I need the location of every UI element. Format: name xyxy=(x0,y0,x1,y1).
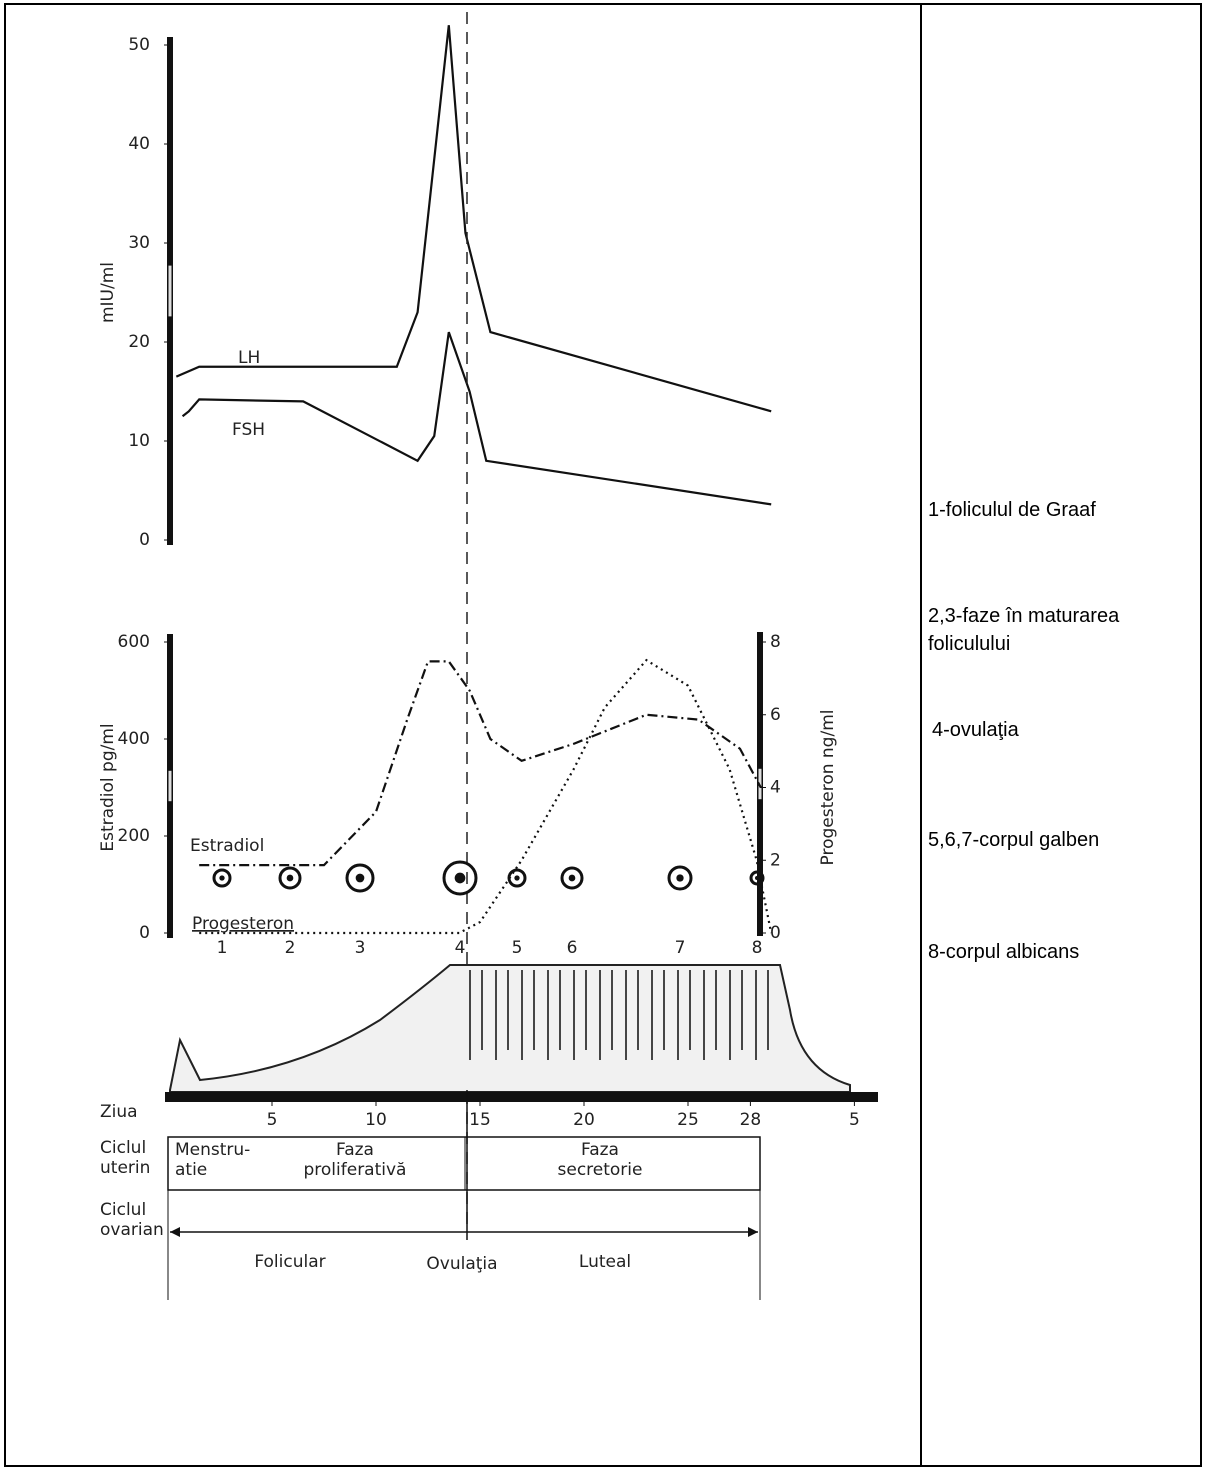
x-tick-label: 25 xyxy=(677,1110,699,1130)
series-label: FSH xyxy=(232,420,265,440)
x-tick-label: 15 xyxy=(469,1110,491,1130)
y-tick-label: 40 xyxy=(128,134,150,154)
y2-tick-label: 6 xyxy=(770,705,781,725)
series-label: Progesteron xyxy=(192,914,294,934)
y2-tick-label: 8 xyxy=(770,632,781,652)
follicle xyxy=(278,866,302,890)
y2-tick-label: 4 xyxy=(770,778,781,798)
gland xyxy=(755,970,769,1060)
y-tick-label: 10 xyxy=(128,431,150,451)
follicle-label: 5 xyxy=(512,938,523,958)
gland xyxy=(625,970,639,1060)
gland xyxy=(703,970,717,1060)
day-axis-bar xyxy=(165,1092,878,1102)
uterine-box xyxy=(167,1136,761,1191)
follicle xyxy=(442,860,478,896)
cycle-text: ovarian xyxy=(100,1220,164,1240)
follicle-label: 7 xyxy=(675,938,686,958)
y-tick-label: 600 xyxy=(118,632,150,652)
follicle-core xyxy=(454,872,466,884)
follicle-label: 3 xyxy=(355,938,366,958)
cycle-text: proliferativă xyxy=(304,1160,407,1180)
follicle-core xyxy=(676,874,684,882)
gland xyxy=(521,970,535,1060)
y2-tick-label: 2 xyxy=(770,850,781,870)
x-tick-label: 5 xyxy=(849,1110,860,1130)
follicle-label: 2 xyxy=(285,938,296,958)
legend-item: 5,6,7-corpul galben xyxy=(928,829,1100,851)
y2-tick-label: 0 xyxy=(770,923,781,943)
y-tick-label: 400 xyxy=(118,729,150,749)
ovarian-phase: Ovulaţia xyxy=(426,1254,497,1274)
cycle-text: Menstru- xyxy=(175,1140,250,1160)
axis-bar-light xyxy=(168,770,172,802)
legend-item: 2,3-faze în maturarea foliculului xyxy=(928,605,1120,655)
cycle-text: Ciclul xyxy=(100,1138,146,1158)
follicle-label: 6 xyxy=(567,938,578,958)
table xyxy=(4,3,1202,1467)
y-tick-label: 0 xyxy=(139,923,150,943)
x-tick-label: 28 xyxy=(740,1110,762,1130)
follicle-core xyxy=(514,875,520,881)
legend-item: 1-foliculul de Graaf xyxy=(928,499,1096,521)
x-tick-label: 10 xyxy=(365,1110,387,1130)
y-tick-label: 20 xyxy=(128,332,150,352)
series-line xyxy=(175,25,772,413)
follicle xyxy=(667,865,693,891)
series-label: Estradiol xyxy=(190,836,264,856)
gland xyxy=(651,970,665,1060)
x-tick-label: 5 xyxy=(267,1110,278,1130)
series-line xyxy=(181,331,772,506)
gland xyxy=(573,970,587,1060)
column-divider xyxy=(920,5,922,1465)
follicle xyxy=(345,863,375,893)
follicle-core xyxy=(355,873,365,883)
follicle-core xyxy=(755,876,759,880)
x-tick-label: 20 xyxy=(573,1110,595,1130)
gland xyxy=(677,970,691,1060)
gland xyxy=(729,970,743,1060)
cycle-text: uterin xyxy=(100,1158,150,1178)
series-label: LH xyxy=(238,348,260,368)
cycle-text: secretorie xyxy=(558,1160,643,1180)
follicle-label: 8 xyxy=(752,938,763,958)
day-axis-label: Ziua xyxy=(100,1102,138,1122)
follicle-core xyxy=(568,874,576,882)
follicle-core xyxy=(286,874,294,882)
gland xyxy=(599,970,613,1060)
cycle-text: Faza xyxy=(581,1140,619,1160)
legend-item: 8-corpul albicans xyxy=(928,941,1080,963)
y-axis-label: mIU/ml xyxy=(98,262,118,323)
cycle-text: Faza xyxy=(336,1140,374,1160)
axis-bar-light xyxy=(168,265,172,317)
cycle-text: atie xyxy=(175,1160,207,1180)
y-tick-label: 0 xyxy=(139,530,150,550)
follicle xyxy=(212,868,232,888)
follicle xyxy=(507,868,527,888)
follicle xyxy=(560,866,584,890)
y-tick-label: 200 xyxy=(118,826,150,846)
y2-axis-label: Progesteron ng/ml xyxy=(818,710,838,866)
follicle-label: 4 xyxy=(455,938,466,958)
follicle-core xyxy=(219,875,225,881)
y-tick-label: 30 xyxy=(128,233,150,253)
follicle xyxy=(749,870,765,886)
ovarian-phase: Folicular xyxy=(254,1252,325,1272)
y-axis-label: Estradiol pg/ml xyxy=(98,723,118,851)
gland xyxy=(469,970,483,1060)
gland xyxy=(547,970,561,1060)
cycle-text: Ciclul xyxy=(100,1200,146,1220)
follicle-label: 1 xyxy=(217,938,228,958)
series-line xyxy=(199,660,762,867)
y-tick-label: 50 xyxy=(128,35,150,55)
legend-item: 4-ovulaţia xyxy=(932,719,1019,741)
endometrium xyxy=(169,964,851,1093)
ovarian-phase: Luteal xyxy=(579,1252,631,1272)
series-line xyxy=(199,658,773,935)
gland xyxy=(495,970,509,1060)
